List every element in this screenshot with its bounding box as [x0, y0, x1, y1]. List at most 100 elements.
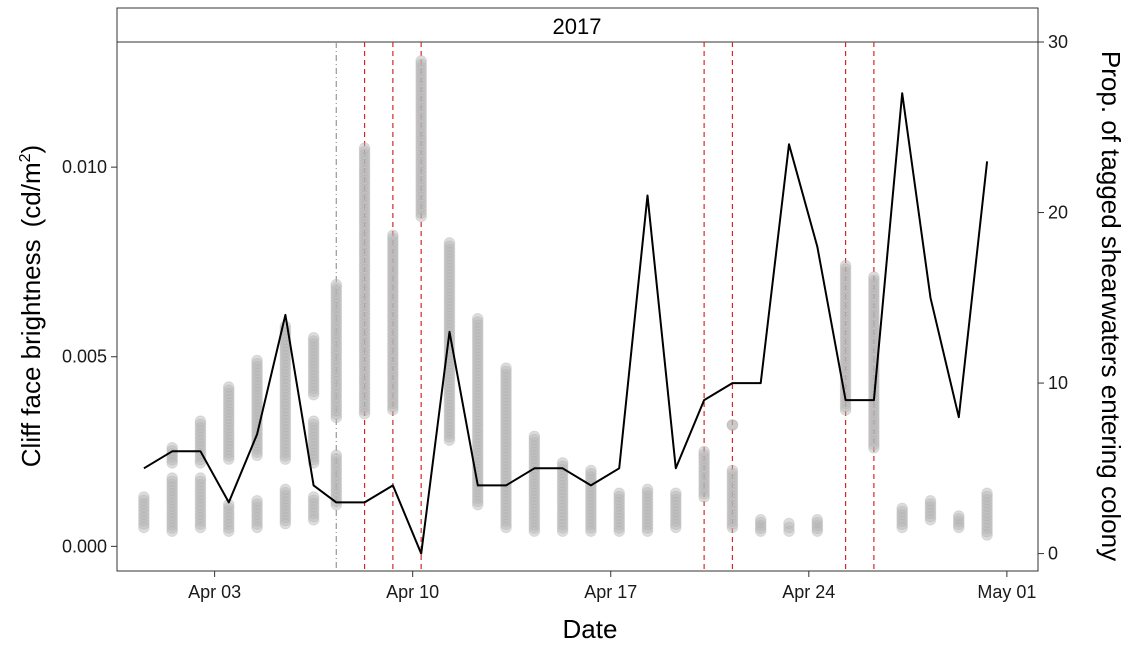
brightness-point — [868, 348, 880, 361]
brightness-point — [251, 511, 263, 524]
brightness-point — [307, 376, 320, 388]
brightness-point — [387, 299, 399, 311]
y2-tick-label: 0 — [1048, 544, 1058, 564]
brightness-point — [670, 521, 682, 534]
brightness-point — [307, 494, 320, 507]
brightness-point — [330, 356, 343, 369]
brightness-point — [415, 140, 427, 153]
brightness-point — [839, 279, 852, 291]
brightness-point — [471, 441, 484, 453]
brightness-point — [194, 488, 207, 501]
brightness-point — [415, 153, 427, 166]
brightness-point — [415, 64, 427, 77]
brightness-point — [330, 282, 343, 294]
brightness-point — [839, 320, 852, 333]
brightness-point — [471, 431, 484, 444]
brightness-point — [222, 425, 235, 437]
brightness-point — [613, 525, 626, 537]
brightness-point — [330, 298, 343, 310]
brightness-point — [279, 375, 292, 388]
brightness-point — [500, 416, 512, 429]
brightness-point — [839, 259, 852, 272]
brightness-point — [166, 457, 178, 469]
brightness-point — [358, 395, 371, 407]
brightness-point — [387, 251, 399, 264]
brightness-point — [358, 359, 371, 372]
brightness-point — [358, 340, 371, 353]
brightness-point — [222, 384, 235, 397]
reference-lines — [335, 42, 875, 571]
brightness-point — [138, 511, 150, 524]
brightness-point — [613, 522, 626, 534]
brightness-point — [528, 509, 541, 522]
brightness-point — [358, 299, 371, 311]
brightness-point — [194, 501, 207, 514]
brightness-point — [358, 401, 371, 414]
brightness-point — [307, 421, 320, 434]
brightness-point — [556, 518, 569, 531]
brightness-point — [358, 337, 371, 350]
brightness-point — [222, 447, 235, 459]
brightness-point — [471, 393, 484, 405]
brightness-point — [500, 387, 512, 400]
brightness-point — [783, 517, 795, 530]
brightness-point — [415, 150, 427, 162]
brightness-point — [330, 337, 343, 349]
brightness-point — [585, 467, 597, 480]
brightness-point — [471, 370, 484, 383]
brightness-point — [868, 432, 880, 444]
brightness-point — [839, 346, 852, 358]
brightness-point — [358, 238, 371, 250]
brightness-point — [839, 356, 852, 368]
brightness-point — [194, 421, 207, 434]
brightness-point — [500, 502, 512, 515]
brightness-point — [726, 464, 739, 477]
brightness-point — [387, 267, 399, 280]
brightness-point — [981, 503, 993, 516]
brightness-point — [330, 465, 343, 478]
brightness-point — [981, 493, 993, 506]
brightness-point — [471, 325, 484, 338]
brightness-point — [279, 453, 292, 465]
brightness-point — [387, 381, 399, 394]
brightness-point — [981, 525, 993, 538]
brightness-point — [222, 387, 235, 400]
brightness-point — [585, 496, 597, 509]
brightness-point — [726, 496, 739, 508]
brightness-point — [222, 498, 235, 511]
brightness-point — [138, 497, 150, 510]
brightness-point — [166, 472, 178, 484]
brightness-point — [471, 437, 484, 450]
brightness-point — [279, 486, 292, 499]
brightness-point — [194, 518, 207, 530]
brightness-point — [330, 350, 343, 362]
brightness-point — [811, 516, 824, 529]
brightness-point — [868, 280, 880, 293]
brightness-point — [471, 425, 484, 437]
x-axis: Apr 03 Apr 10 Apr 17 Apr 24 May 01 — [188, 571, 1036, 602]
brightness-point — [528, 440, 541, 452]
brightness-point — [279, 514, 292, 527]
brightness-point — [166, 481, 178, 494]
brightness-point — [839, 288, 852, 301]
brightness-point — [415, 83, 427, 96]
brightness-point — [415, 86, 427, 99]
brightness-point — [387, 242, 399, 254]
brightness-point — [443, 294, 456, 307]
brightness-point — [868, 326, 880, 338]
brightness-point — [222, 406, 235, 418]
brightness-point — [500, 429, 512, 441]
brightness-point — [641, 522, 654, 534]
brightness-point — [726, 499, 739, 512]
brightness-point — [330, 311, 343, 323]
brightness-point — [981, 516, 993, 528]
brightness-point — [251, 395, 263, 408]
brightness-point — [387, 369, 399, 381]
brightness-point — [443, 383, 456, 396]
brightness-point — [279, 372, 292, 385]
brightness-point — [924, 501, 937, 513]
brightness-point — [641, 518, 654, 531]
brightness-point — [471, 357, 484, 370]
brightness-point — [330, 288, 343, 301]
brightness-point — [387, 315, 399, 327]
